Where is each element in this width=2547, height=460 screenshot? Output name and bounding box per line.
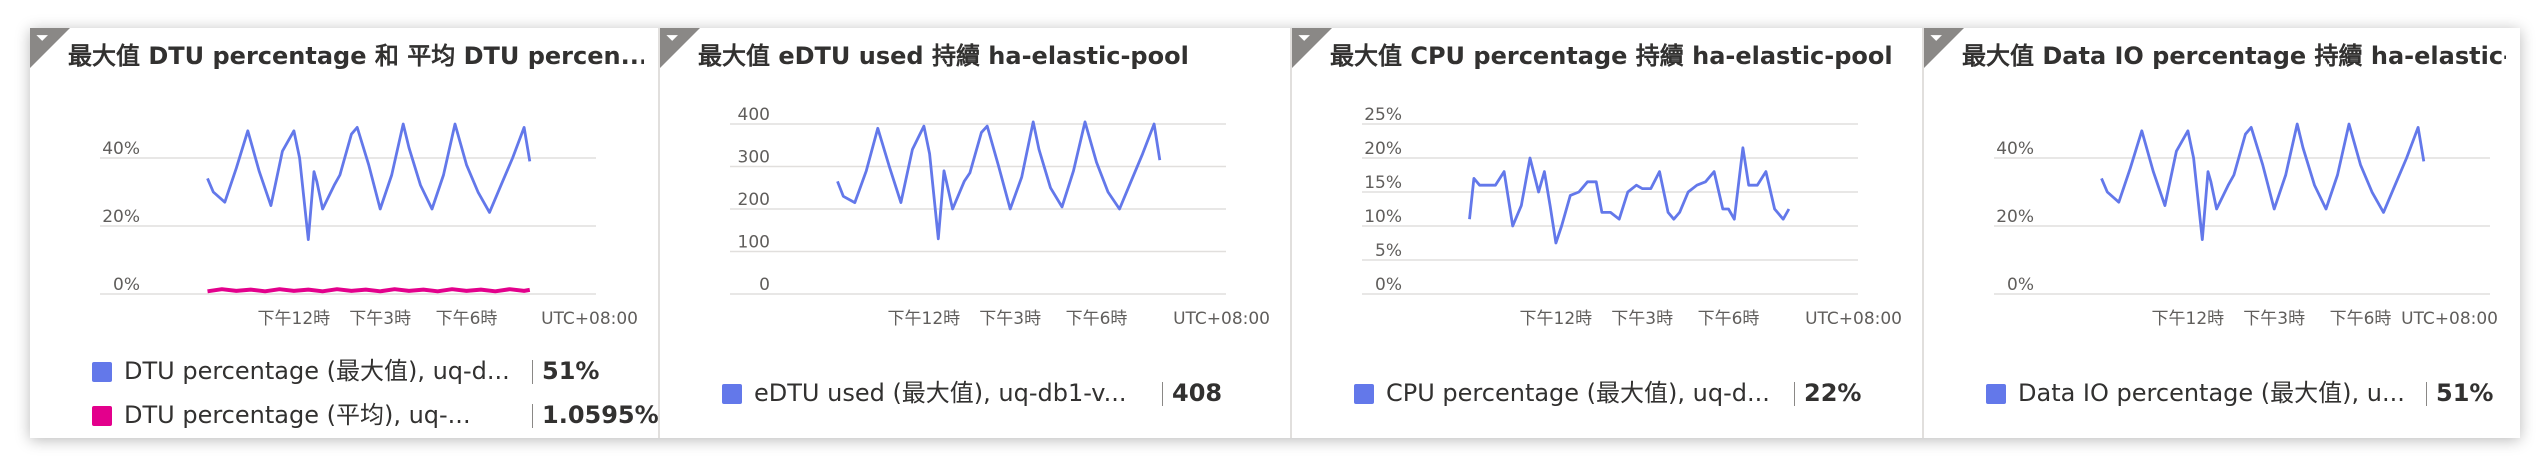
line-chart: 0% 20% 40% 下午12時 下午3時 下午6時 UTC+08:00 (1994, 122, 2498, 329)
legend-separator (532, 404, 533, 428)
chart-tile[interactable]: ⏷ 最大值 Data IO percentage 持續 ha-elastic-..… (1924, 28, 2520, 438)
pin-corner[interactable] (1924, 28, 1964, 68)
legend-item[interactable]: eDTU used (最大值), uq-db1-v... 408 (722, 376, 1274, 410)
legend-value: 1.0595% (542, 401, 659, 429)
x-tick-label: 下午12時 (888, 309, 961, 329)
legend-series-name: CPU percentage (最大值), uq-d... (1386, 379, 1770, 407)
x-timezone-label: UTC+08:00 (1173, 309, 1270, 329)
legend-value: 22% (1804, 379, 1862, 407)
legend-swatch (1986, 384, 2006, 404)
funnel-icon[interactable]: ⏷ (1298, 28, 1311, 47)
legend-series-name: Data IO percentage (最大值), u... (2018, 379, 2405, 407)
series-line[interactable] (206, 122, 532, 242)
legend-separator (2426, 382, 2427, 406)
legend-item[interactable]: CPU percentage (最大值), uq-d... 22% (1354, 376, 1906, 410)
y-tick-label: 20% (1364, 139, 1402, 159)
x-tick-label: 下午3時 (979, 309, 1041, 329)
series-line[interactable] (207, 287, 531, 294)
x-tick-label: 下午6時 (1066, 309, 1128, 329)
pin-corner[interactable] (30, 28, 70, 68)
funnel-icon[interactable]: ⏷ (1930, 28, 1943, 47)
legend-item[interactable]: Data IO percentage (最大值), u... 51% (1986, 376, 2502, 410)
series-line[interactable] (836, 120, 1162, 241)
y-tick-label: 200 (738, 190, 770, 210)
x-tick-label: 下午3時 (1611, 309, 1673, 329)
funnel-icon[interactable]: ⏷ (36, 28, 49, 47)
line-chart: 0 100 200 300 400 下午12時 下午3時 下午6時 UTC+08:00 (730, 105, 1270, 329)
y-tick-label: 20% (102, 207, 140, 227)
tile-strip: ⏷ 最大值 DTU percentage 和 平均 DTU percen... 0%… (30, 28, 2520, 438)
line-chart: 0% 20% 40% 下午12時 下午3時 下午6時 UTC+08:00 (100, 122, 638, 329)
y-tick-label: 40% (102, 139, 140, 159)
legend-swatch (1354, 384, 1374, 404)
legend-swatch (722, 384, 742, 404)
legend-series-name: DTU percentage (最大值), uq-d... (124, 357, 510, 385)
y-tick-label: 15% (1364, 173, 1402, 193)
y-tick-label: 20% (1996, 207, 2034, 227)
legend-item[interactable]: DTU percentage (平均), uq-... 1.0595% (92, 398, 658, 432)
x-timezone-label: UTC+08:00 (2401, 309, 2498, 329)
chart-tile[interactable]: ⏷ 最大值 CPU percentage 持續 ha-elastic-pool 0%… (1292, 28, 1924, 438)
tile-title[interactable]: 最大值 eDTU used 持續 ha-elastic-pool (698, 42, 1189, 70)
x-tick-label: 下午6時 (2330, 309, 2392, 329)
y-tick-label: 400 (738, 105, 770, 125)
tile-title[interactable]: 最大值 Data IO percentage 持續 ha-elastic-... (1962, 42, 2506, 70)
y-tick-label: 10% (1364, 207, 1402, 227)
y-tick-label: 300 (738, 148, 770, 168)
y-tick-label: 0% (2007, 275, 2034, 295)
pin-corner[interactable] (1292, 28, 1332, 68)
y-tick-label: 0 (759, 275, 770, 295)
tile-title[interactable]: 最大值 DTU percentage 和 平均 DTU percen... (68, 42, 644, 70)
x-timezone-label: UTC+08:00 (541, 309, 638, 329)
y-tick-label: 100 (738, 233, 770, 253)
legend-series-name: DTU percentage (平均), uq-... (124, 401, 471, 429)
funnel-icon[interactable]: ⏷ (666, 28, 679, 47)
legend-item[interactable]: DTU percentage (最大值), uq-d... 51% (92, 354, 642, 388)
series-line[interactable] (1468, 146, 1791, 245)
legend-separator (532, 360, 533, 384)
tile-title[interactable]: 最大值 CPU percentage 持續 ha-elastic-pool (1330, 42, 1893, 70)
legend-swatch (92, 406, 112, 426)
chart-tile[interactable]: ⏷ 最大值 DTU percentage 和 平均 DTU percen... 0%… (30, 28, 660, 438)
x-tick-label: 下午6時 (436, 309, 498, 329)
x-tick-label: 下午3時 (349, 309, 411, 329)
legend-value: 51% (2436, 379, 2494, 407)
pin-corner[interactable] (660, 28, 700, 68)
y-tick-label: 0% (1375, 275, 1402, 295)
x-tick-label: 下午3時 (2243, 309, 2305, 329)
legend-swatch (92, 362, 112, 382)
y-tick-label: 25% (1364, 105, 1402, 125)
x-timezone-label: UTC+08:00 (1805, 309, 1902, 329)
x-tick-label: 下午12時 (2152, 309, 2225, 329)
y-tick-label: 40% (1996, 139, 2034, 159)
line-chart: 0% 5% 10% 15% 20% 25% 下午12時 下午3時 下午6時 UTC+08:00 (1362, 105, 1902, 329)
legend-separator (1162, 382, 1163, 406)
y-tick-label: 5% (1375, 241, 1402, 261)
legend-value: 51% (542, 357, 600, 385)
x-tick-label: 下午12時 (258, 309, 331, 329)
legend-value: 408 (1172, 379, 1223, 407)
chart-tile[interactable]: ⏷ 最大值 eDTU used 持續 ha-elastic-pool 0 100 200… (660, 28, 1292, 438)
y-tick-label: 0% (113, 275, 140, 295)
series-line[interactable] (2100, 122, 2426, 242)
x-tick-label: 下午12時 (1520, 309, 1593, 329)
x-tick-label: 下午6時 (1698, 309, 1760, 329)
legend-series-name: eDTU used (最大值), uq-db1-v... (754, 379, 1127, 407)
legend-separator (1794, 382, 1795, 406)
